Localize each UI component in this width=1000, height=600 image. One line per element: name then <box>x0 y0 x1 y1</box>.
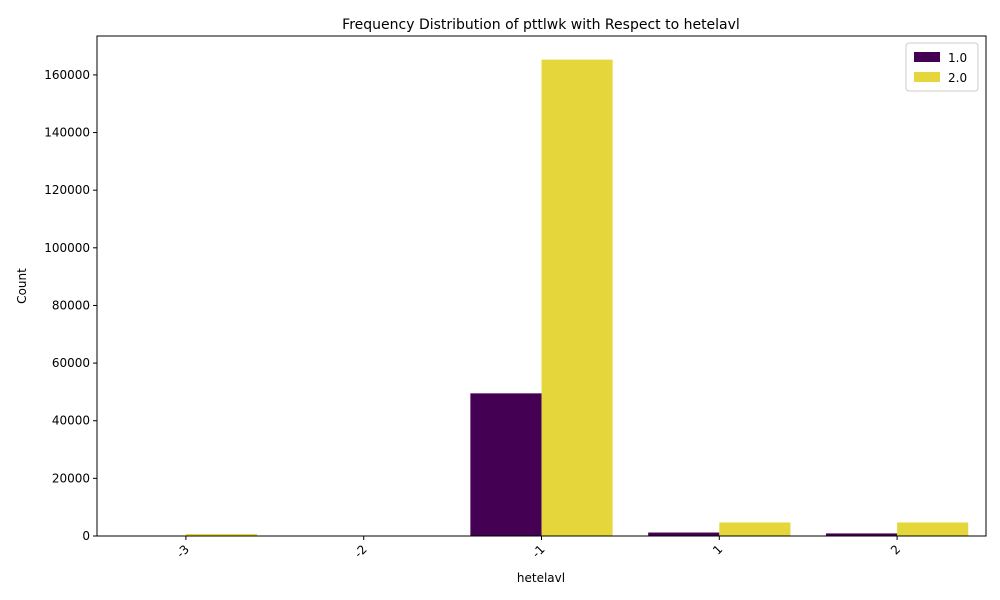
bar-2.0--1 <box>541 59 613 536</box>
plot-area: 0 20000 40000 60000 80000 100000 120000 140000 1… <box>44 59 969 561</box>
y-axis-label: Count <box>15 268 29 304</box>
y-tick-label: 120000 <box>44 183 90 197</box>
legend-swatch-2.0 <box>914 72 940 82</box>
x-axis-label: hetelavl <box>517 571 565 585</box>
chart-title: Frequency Distribution of pttlwk with Re… <box>342 17 740 33</box>
bar-1.0-2 <box>825 533 898 536</box>
bar-2.0-1 <box>719 522 791 536</box>
y-tick-label: 20000 <box>52 471 90 485</box>
x-tick-label: -2 <box>351 542 369 560</box>
x-tick-label: -1 <box>529 542 547 560</box>
y-tick-label: 80000 <box>52 298 90 312</box>
bar-1.0--1 <box>470 393 542 536</box>
y-tick-label: 40000 <box>52 414 90 428</box>
legend-label-1.0: 1.0 <box>948 51 967 65</box>
x-tick-label: -3 <box>174 542 192 560</box>
plot-frame <box>96 35 987 537</box>
bar-2.0--3 <box>185 533 258 536</box>
x-tick-label: 1 <box>710 542 725 557</box>
y-tick-label: 160000 <box>44 68 90 82</box>
legend-swatch-1.0 <box>914 52 940 62</box>
x-tick-label: 2 <box>888 542 903 557</box>
legend: 1.02.0 <box>905 42 979 92</box>
y-tick-label: 140000 <box>44 126 90 140</box>
y-tick-label: 60000 <box>52 356 90 370</box>
bar-2.0-2 <box>897 522 969 536</box>
legend-frame <box>905 42 979 92</box>
y-tick-label: 100000 <box>44 241 90 255</box>
y-tick-label: 0 <box>82 529 90 543</box>
bar-1.0-1 <box>648 532 720 536</box>
legend-label-2.0: 2.0 <box>948 71 967 85</box>
